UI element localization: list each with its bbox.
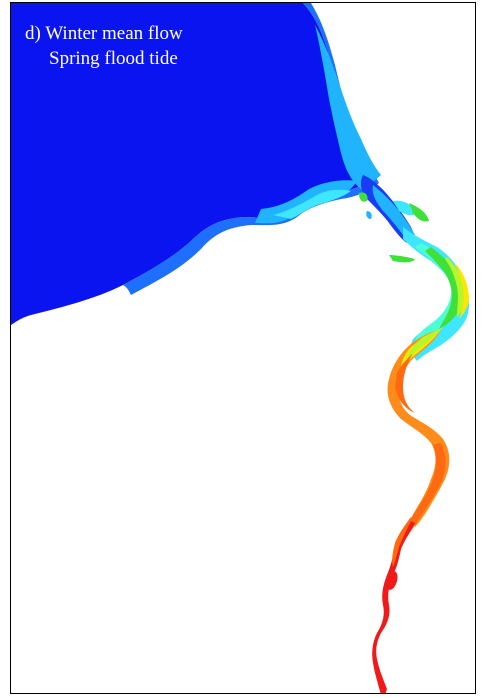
estuary-mouth-light [372,185,415,238]
small-inlet [366,211,372,219]
mid-estuary-green [405,327,443,363]
coastal-band-light [315,25,381,189]
estuary-map [11,3,470,693]
ocean-region [11,3,373,325]
upper-estuary-yellow [445,257,466,317]
panel-caption: d) Winter mean flow Spring flood tide [25,21,183,71]
lower-river-bend [386,571,398,590]
panel-title-line2: Spring flood tide [49,48,178,69]
panel-label: d) [25,23,41,44]
mouth-patch-green-2 [409,203,429,222]
panel-caption-line1: d) Winter mean flow [25,21,183,46]
upper-estuary-edge [455,265,469,319]
mouth-patch-green [359,192,368,202]
lower-river [372,521,415,693]
coastal-band-cyan [273,189,351,219]
upper-estuary [403,227,470,361]
side-channel [389,255,415,263]
lower-river-orange [392,517,411,567]
mouth-patch-cyan [393,200,417,216]
map-frame: d) Winter mean flow Spring flood tide [10,2,476,694]
mid-estuary-yellow [400,329,441,377]
mid-estuary-lower [406,443,446,537]
mid-estuary-darkorange [395,353,415,413]
panel-title-line1: Winter mean flow [45,23,183,44]
